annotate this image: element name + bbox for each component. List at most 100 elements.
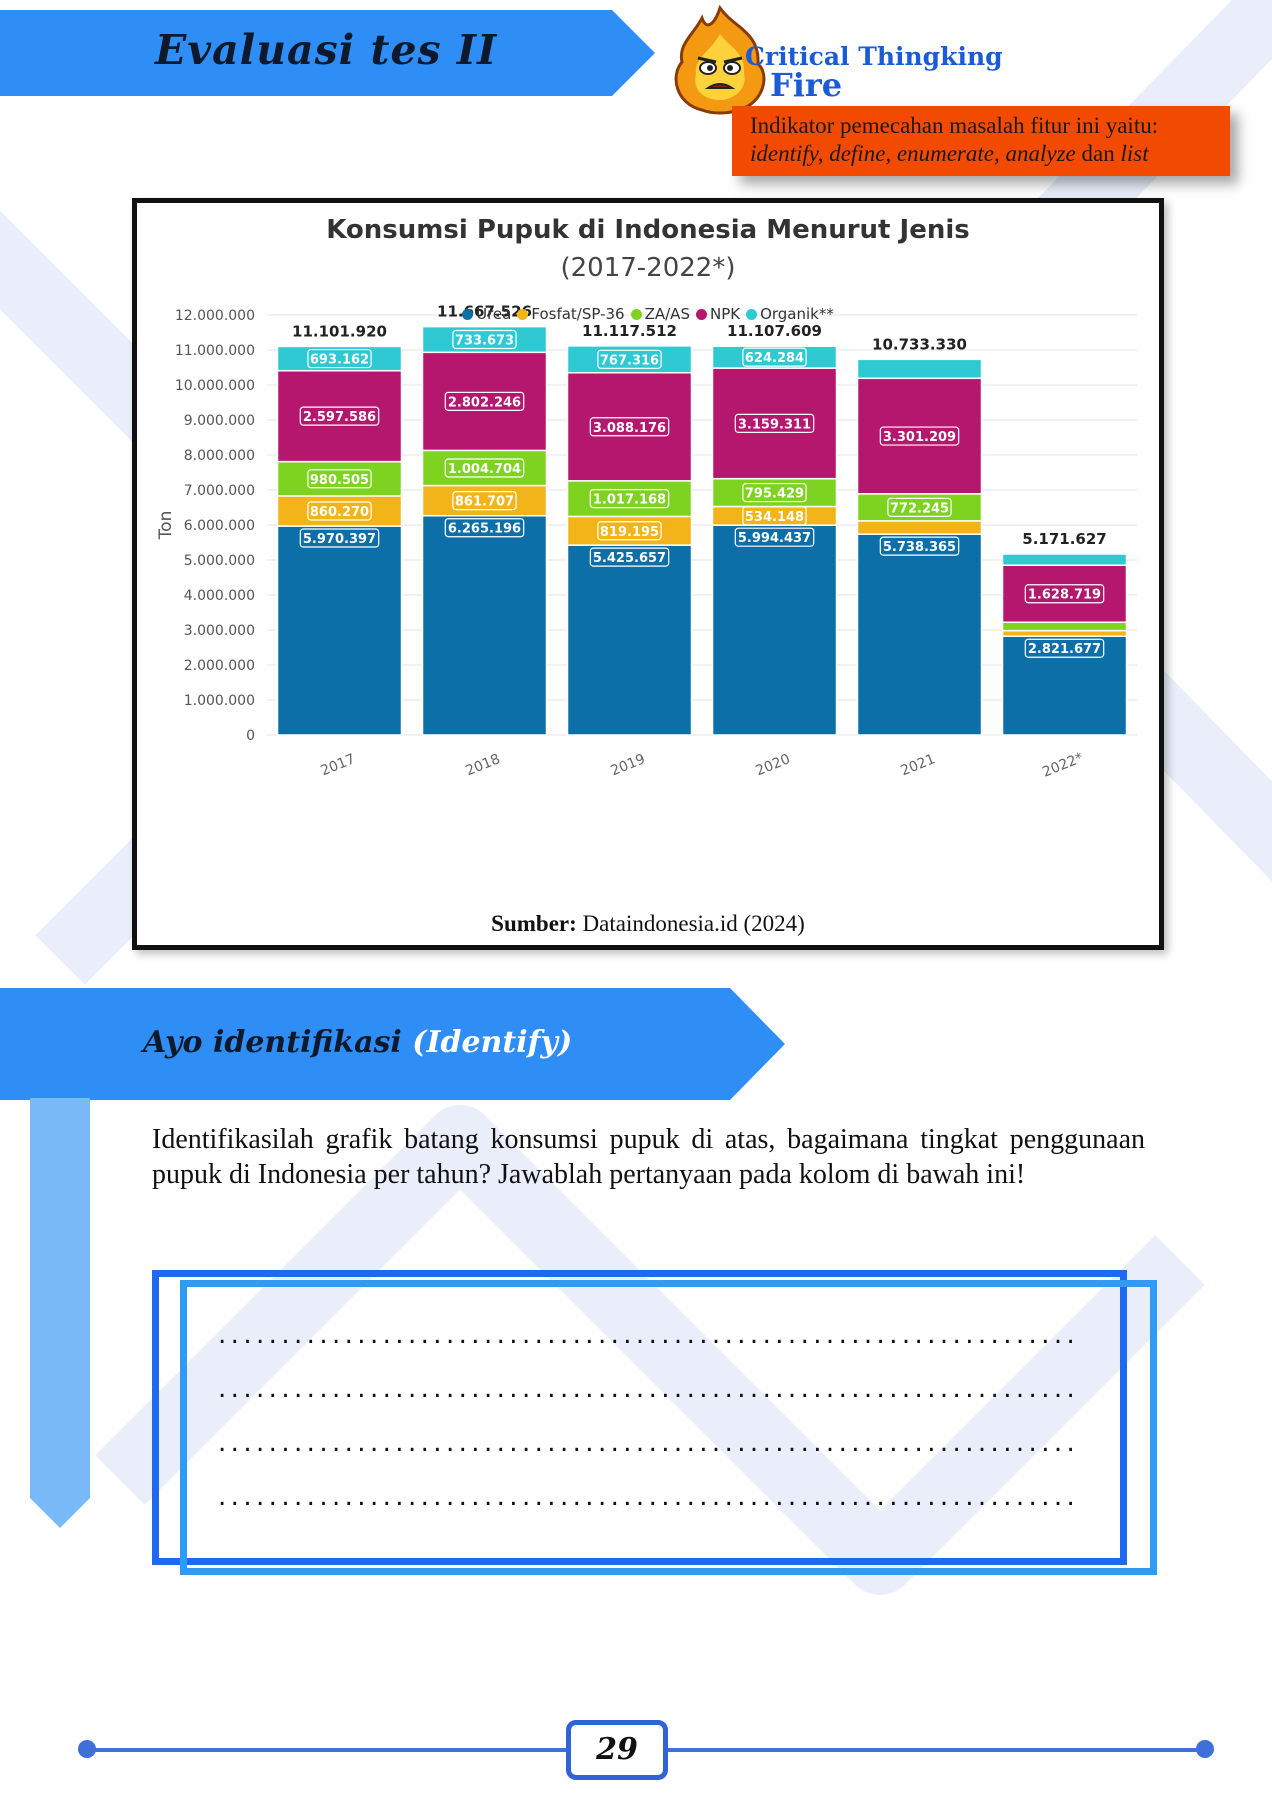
y-tick-label: 6.000.000 xyxy=(184,518,255,534)
data-label-box xyxy=(1024,638,1105,658)
data-label: 2.821.677 xyxy=(1028,642,1101,657)
data-label: 795.429 xyxy=(745,487,804,502)
legend-label-4: Organik** xyxy=(760,305,834,323)
data-label-box xyxy=(879,536,960,556)
chart-frame: 0 1.000.000 2.000.000 3.000.000 4.000.000 5.0… xyxy=(132,198,1164,950)
data-label-box xyxy=(734,527,815,547)
y-tick-label: 4.000.000 xyxy=(184,588,255,604)
data-label: 1.017.168 xyxy=(593,493,666,508)
legend-item-3: NPK xyxy=(695,305,740,323)
answer-line-3[interactable]: ........................................… xyxy=(218,1428,1078,1458)
footer-dot-right xyxy=(1196,1740,1214,1758)
data-label: 5.425.657 xyxy=(593,551,666,566)
legend-dot-4 xyxy=(746,309,758,320)
legend-label-1: Fosfat/SP-36 xyxy=(531,305,625,323)
answer-box[interactable] xyxy=(180,1280,1157,1575)
data-label-box xyxy=(444,458,525,478)
data-label-box xyxy=(299,406,380,426)
total-label: 11.101.920 xyxy=(292,322,387,340)
legend-item-1: Fosfat/SP-36 xyxy=(517,305,625,323)
x-tick-label: 2018 xyxy=(463,751,502,779)
data-label: 2.802.246 xyxy=(448,395,521,410)
data-label: 861.707 xyxy=(455,495,514,510)
data-label-box xyxy=(299,528,380,548)
data-label-box xyxy=(444,518,525,538)
y-tick-label: 1.000.000 xyxy=(184,693,255,709)
x-tick-label: 2017 xyxy=(318,751,357,779)
chart-subtitle: (2017-2022*) xyxy=(560,253,736,283)
data-label-box xyxy=(589,489,670,509)
total-label: 10.733.330 xyxy=(872,335,967,353)
side-ribbon xyxy=(30,1098,90,1528)
stacked-bar-chart: 0 1.000.000 2.000.000 3.000.000 4.000.000 5.0… xyxy=(156,303,1137,781)
data-label-box xyxy=(589,547,670,567)
legend-item-4: Organik** xyxy=(746,305,834,323)
y-tick-label: 11.000.000 xyxy=(175,343,255,359)
data-label-box xyxy=(444,391,525,411)
data-label-box xyxy=(307,348,372,369)
data-label: 1.628.719 xyxy=(1028,588,1101,603)
header-banner xyxy=(0,10,655,96)
answer-line-4[interactable]: ........................................… xyxy=(218,1482,1078,1512)
data-label: 3.301.209 xyxy=(883,430,956,445)
y-tick-label: 8.000.000 xyxy=(184,448,255,464)
y-tick-label: 9.000.000 xyxy=(184,413,255,429)
bar-npk-2 xyxy=(566,371,693,482)
data-label: 5.738.365 xyxy=(883,540,956,555)
data-label-box xyxy=(734,413,815,433)
data-label: 5.970.397 xyxy=(303,532,376,547)
legend-item-0: Urea xyxy=(462,305,511,323)
data-label: 767.316 xyxy=(600,353,659,368)
indicator-line: Indikator pemecahan masalah fitur ini ya… xyxy=(750,113,1159,138)
brand-name: Critical Thingking xyxy=(745,42,1003,71)
data-label: 772.245 xyxy=(890,501,949,516)
chart-title: Konsumsi Pupuk di Indonesia Menurut Jeni… xyxy=(326,215,970,245)
data-label: 5.994.437 xyxy=(738,531,811,546)
bar-urea-0 xyxy=(276,525,403,736)
data-label-box xyxy=(597,349,662,369)
x-tick-label: 2022* xyxy=(1040,750,1086,781)
y-tick-label: 2.000.000 xyxy=(184,658,255,674)
data-label-box xyxy=(887,497,952,517)
data-label: 624.284 xyxy=(745,351,804,366)
legend-dot-3 xyxy=(695,309,707,320)
footer-dot-left xyxy=(78,1740,96,1758)
y-tick-label: 0 xyxy=(246,728,255,744)
data-label: 2.597.586 xyxy=(303,410,376,425)
x-tick-label: 2019 xyxy=(608,751,647,779)
answer-line-2[interactable]: ........................................… xyxy=(218,1374,1078,1404)
data-label-box xyxy=(742,482,807,503)
data-label: 3.088.176 xyxy=(593,421,666,436)
bar-urea-2 xyxy=(566,544,693,736)
legend-item-2: ZA/AS xyxy=(630,305,690,323)
data-label-box xyxy=(1024,584,1105,604)
data-label-box xyxy=(307,501,372,521)
chart-source: Sumber: Dataindonesia.id (2024) xyxy=(491,911,805,936)
indicator-keywords: identify, define, enumerate, analyze dan… xyxy=(750,141,1149,166)
data-label: 693.162 xyxy=(310,353,369,368)
data-label: 733.673 xyxy=(455,333,514,348)
x-tick-label: 2021 xyxy=(898,751,937,779)
data-label-box xyxy=(452,491,517,511)
bar-zaas-5 xyxy=(1001,621,1128,632)
data-label: 860.270 xyxy=(310,505,369,520)
bar-urea-3 xyxy=(711,524,838,736)
data-label: 980.505 xyxy=(310,473,369,488)
total-label: 11.107.609 xyxy=(727,322,822,340)
total-label: 11.667.526 xyxy=(437,303,532,321)
indicator-box: Indikator pemecahan masalah fitur ini ya… xyxy=(732,106,1230,176)
y-axis-label: Ton xyxy=(156,511,176,541)
section-title: Ayo identifikasi (Identify) xyxy=(143,1025,573,1060)
y-tick-label: 12.000.000 xyxy=(175,308,255,324)
data-label-box xyxy=(742,347,807,367)
section-banner xyxy=(0,988,785,1100)
page-title: Evaluasi tes II xyxy=(155,26,498,74)
legend-dot-0 xyxy=(462,309,474,320)
data-label-box xyxy=(879,426,960,446)
data-label-box xyxy=(452,329,517,350)
bar-fosfatsp-5 xyxy=(1001,629,1128,637)
legend-label-2: ZA/AS xyxy=(644,305,690,323)
answer-line-1[interactable]: ........................................… xyxy=(218,1320,1078,1350)
data-label: 6.265.196 xyxy=(448,522,521,537)
answer-box-frame xyxy=(152,1270,1127,1565)
